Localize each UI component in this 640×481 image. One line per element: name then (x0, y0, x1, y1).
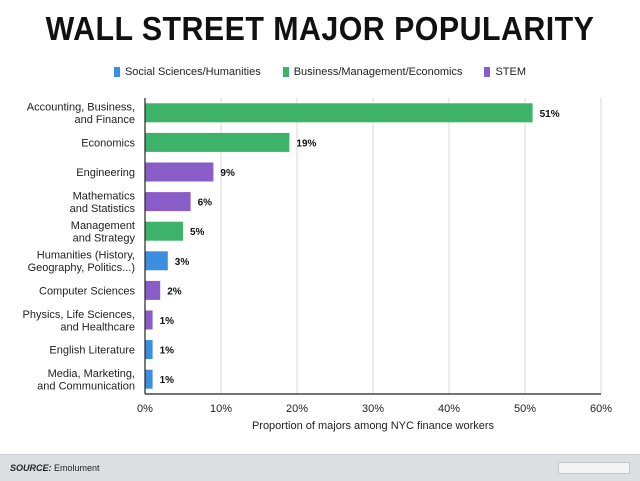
legend-label: Business/Management/Economics (293, 66, 463, 78)
x-tick-label: 50% (514, 403, 536, 415)
legend-item: STEM (484, 66, 526, 78)
bar (145, 310, 153, 330)
legend: Social Sciences/Humanities Business/Manag… (0, 66, 640, 78)
data-label: 19% (296, 138, 316, 149)
category-label: Media, Marketing, and Communication (37, 368, 135, 393)
bar (145, 280, 161, 300)
x-tick-label: 60% (590, 403, 612, 415)
chart-title: WALL STREET MAJOR POPULARITY (45, 10, 595, 47)
legend-label: STEM (495, 66, 527, 78)
bar (145, 340, 153, 360)
data-label: 51% (540, 109, 560, 120)
footer: SOURCE: Emolument (0, 454, 640, 481)
category-label: Physics, Life Sciences, and Healthcare (23, 309, 136, 334)
bar (145, 251, 168, 271)
category-label: Economics (81, 137, 135, 149)
category-label: Computer Sciences (39, 285, 135, 297)
data-label: 9% (220, 168, 235, 179)
bar (145, 192, 191, 212)
bar (145, 162, 214, 182)
data-label: 1% (160, 346, 175, 357)
legend-item: Business/Management/Economics (282, 66, 463, 78)
source-text: Emolument (54, 463, 100, 473)
source-note: SOURCE: Emolument (10, 463, 100, 473)
category-label: Accounting, Business, and Finance (27, 102, 135, 127)
x-tick-label: 30% (362, 403, 384, 415)
bar (145, 369, 153, 389)
category-label: Humanities (History, Geography, Politics.… (28, 250, 135, 275)
data-label: 1% (160, 316, 175, 327)
x-tick-label: 0% (137, 403, 153, 415)
x-tick-label: 20% (286, 403, 308, 415)
category-label: English Literature (49, 345, 135, 357)
category-label: Mathematics and Statistics (70, 190, 136, 215)
bar (145, 221, 183, 241)
legend-swatch (282, 67, 289, 77)
category-label: Engineering (76, 167, 135, 179)
data-label: 5% (190, 227, 205, 238)
legend-swatch (484, 67, 491, 77)
source-label: SOURCE: (10, 463, 52, 473)
data-label: 1% (160, 375, 175, 386)
bar-chart: 0% 10% 20% 30% 40% 50% 60% Proportion of majors… (23, 98, 612, 432)
legend-item: Social Sciences/Humanities (113, 66, 261, 78)
data-label: 6% (198, 198, 213, 209)
data-label: 2% (167, 286, 182, 297)
legend-label: Social Sciences/Humanities (124, 66, 261, 78)
bar (145, 132, 290, 152)
bar (145, 103, 533, 123)
category-label: Management and Strategy (71, 220, 136, 245)
publisher-logo (558, 462, 630, 474)
data-label: 3% (175, 257, 190, 268)
x-axis-title: Proportion of majors among NYC finance w… (252, 420, 495, 432)
x-tick-label: 40% (438, 403, 460, 415)
x-tick-label: 10% (210, 403, 232, 415)
legend-swatch (113, 67, 120, 77)
